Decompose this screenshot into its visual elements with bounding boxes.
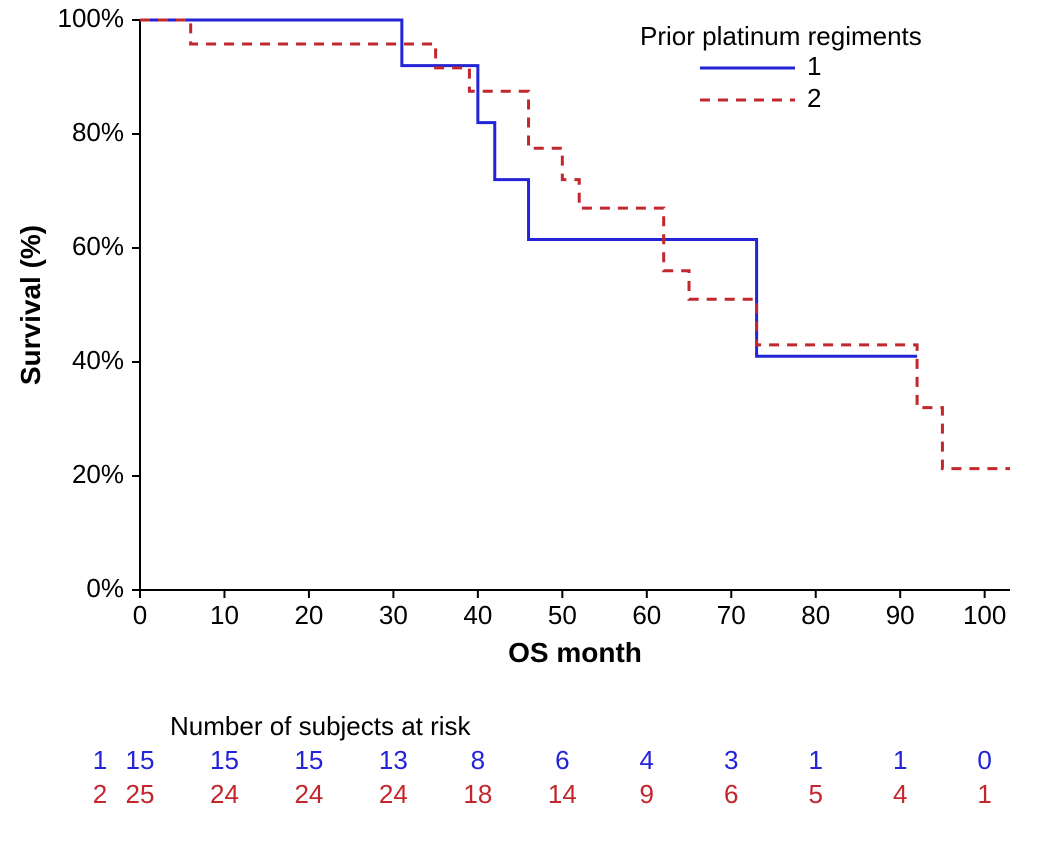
legend-title: Prior platinum regiments xyxy=(640,21,922,51)
x-tick-label: 70 xyxy=(717,600,746,630)
series-line-2 xyxy=(140,20,1010,469)
risk-cell: 4 xyxy=(893,779,907,809)
series-line-1 xyxy=(140,20,917,356)
risk-cell: 18 xyxy=(463,779,492,809)
x-tick-label: 40 xyxy=(463,600,492,630)
risk-cell: 3 xyxy=(724,745,738,775)
x-tick-label: 80 xyxy=(801,600,830,630)
risk-cell: 0 xyxy=(977,745,991,775)
y-tick-label: 100% xyxy=(58,3,125,33)
risk-cell: 25 xyxy=(126,779,155,809)
risk-cell: 6 xyxy=(724,779,738,809)
y-axis-label: Survival (%) xyxy=(15,225,46,385)
y-tick-label: 0% xyxy=(86,573,124,603)
legend-label-1: 1 xyxy=(807,51,821,81)
risk-cell: 1 xyxy=(893,745,907,775)
series-lines xyxy=(140,20,1010,469)
risk-table: Number of subjects at risk11515151386431… xyxy=(93,711,992,809)
x-tick-label: 90 xyxy=(886,600,915,630)
x-tick-label: 50 xyxy=(548,600,577,630)
risk-cell: 15 xyxy=(294,745,323,775)
x-tick-label: 10 xyxy=(210,600,239,630)
risk-cell: 13 xyxy=(379,745,408,775)
axes: 0% 20% 40% 60% 80% 100% 0 10 20 30 40 50 60 70 80 90 100 xyxy=(58,3,1011,630)
x-tick-label: 30 xyxy=(379,600,408,630)
risk-cell: 24 xyxy=(379,779,408,809)
x-tick-label: 0 xyxy=(133,600,147,630)
y-tick-label: 20% xyxy=(72,459,124,489)
risk-cell: 4 xyxy=(640,745,654,775)
risk-cell: 15 xyxy=(126,745,155,775)
risk-cell: 8 xyxy=(471,745,485,775)
legend: Prior platinum regiments12 xyxy=(640,21,922,113)
risk-cell: 15 xyxy=(210,745,239,775)
risk-row-label-1: 1 xyxy=(93,745,107,775)
risk-cell: 9 xyxy=(640,779,654,809)
risk-cell: 14 xyxy=(548,779,577,809)
legend-label-2: 2 xyxy=(807,83,821,113)
x-tick-label: 100 xyxy=(963,600,1006,630)
risk-table-title: Number of subjects at risk xyxy=(170,711,472,741)
risk-cell: 24 xyxy=(294,779,323,809)
risk-row-label-2: 2 xyxy=(93,779,107,809)
risk-cell: 1 xyxy=(808,745,822,775)
y-tick-label: 80% xyxy=(72,117,124,147)
y-tick-label: 60% xyxy=(72,231,124,261)
x-tick-label: 60 xyxy=(632,600,661,630)
km-chart-svg: 0%20%40%60%80%100%0102030405060708090100… xyxy=(0,0,1050,842)
km-chart-container: 0%20%40%60%80%100%0102030405060708090100… xyxy=(0,0,1050,842)
risk-cell: 24 xyxy=(210,779,239,809)
x-axis-label: OS month xyxy=(508,637,642,668)
risk-cell: 5 xyxy=(808,779,822,809)
risk-cell: 6 xyxy=(555,745,569,775)
risk-cell: 1 xyxy=(977,779,991,809)
x-tick-label: 20 xyxy=(294,600,323,630)
y-tick-label: 40% xyxy=(72,345,124,375)
